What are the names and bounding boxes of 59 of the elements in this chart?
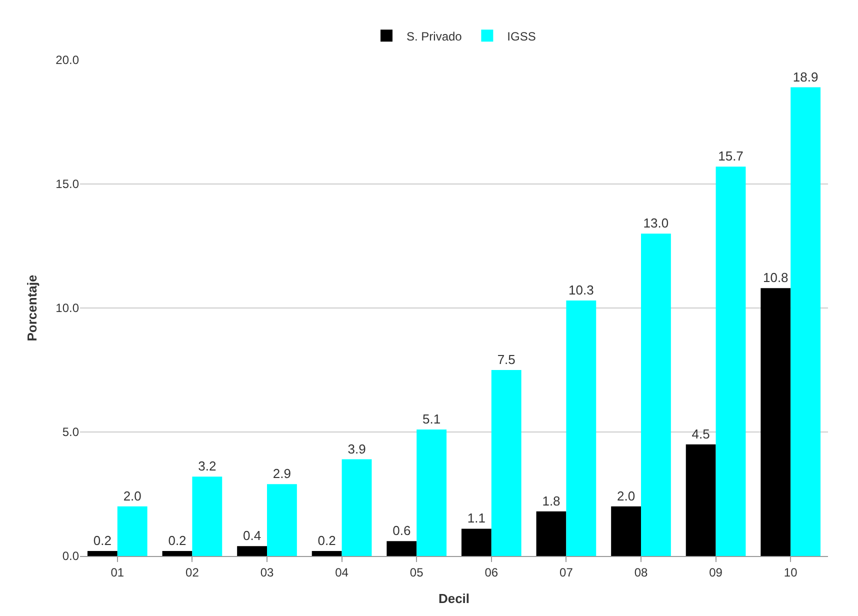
bar [312, 551, 342, 556]
x-tick-label: 10 [784, 565, 798, 580]
legend-label: IGSS [507, 29, 536, 44]
bar [416, 430, 447, 556]
legend-label: S. Privado [406, 29, 462, 44]
data-label: 0.2 [318, 533, 336, 548]
data-label: 10.8 [762, 270, 788, 286]
y-tick-label: 15.0 [56, 177, 80, 192]
y-tick-label: 0.0 [62, 549, 80, 564]
data-label: 1.1 [467, 510, 486, 526]
data-label: 13.0 [643, 216, 669, 231]
x-axis-title: Decil [438, 591, 470, 606]
bar [117, 506, 148, 556]
x-tick-label: 02 [186, 565, 200, 580]
data-label: 2.0 [617, 488, 636, 504]
x-tick-label: 03 [260, 565, 274, 580]
bar [87, 551, 118, 556]
data-label: 5.1 [422, 412, 441, 427]
data-label: 3.2 [198, 458, 216, 474]
data-label: 0.6 [392, 523, 411, 538]
bar [192, 476, 222, 556]
x-tick-label: 09 [709, 565, 723, 580]
data-label: 4.5 [692, 426, 710, 442]
bar [611, 506, 641, 556]
bar [461, 528, 492, 556]
data-label: 18.9 [792, 69, 818, 84]
x-tick-label: 04 [335, 565, 349, 580]
x-tick-label: 07 [560, 565, 574, 580]
data-label: 2.0 [123, 488, 142, 504]
bar [237, 546, 267, 556]
bar [267, 484, 297, 556]
bar [686, 444, 716, 556]
bar [162, 551, 192, 556]
y-tick-label: 10.0 [56, 301, 80, 316]
y-tick-label: 20.0 [56, 53, 80, 68]
bar [760, 288, 791, 556]
data-label: 0.2 [93, 533, 112, 548]
x-tick-label: 08 [634, 565, 648, 580]
y-tick-label: 5.0 [62, 425, 80, 440]
x-tick-label: 01 [110, 565, 124, 580]
data-label: 3.9 [348, 441, 366, 456]
bar [566, 300, 596, 556]
data-label: 0.2 [168, 533, 186, 548]
data-label: 2.9 [272, 466, 291, 482]
bar [790, 87, 821, 556]
data-label: 10.3 [568, 282, 594, 298]
data-label: 1.8 [542, 493, 560, 508]
bar [641, 234, 671, 556]
bar [386, 541, 417, 556]
data-label: 15.7 [718, 148, 744, 164]
data-label: 0.4 [243, 528, 262, 544]
x-tick-label: 06 [484, 565, 498, 580]
bar [716, 166, 746, 556]
y-axis-title: Porcentaje [24, 274, 40, 342]
bar [491, 370, 522, 556]
bar [536, 511, 566, 556]
data-label: 7.5 [497, 352, 516, 367]
x-tick-label: 05 [410, 565, 424, 580]
bar [342, 459, 372, 556]
